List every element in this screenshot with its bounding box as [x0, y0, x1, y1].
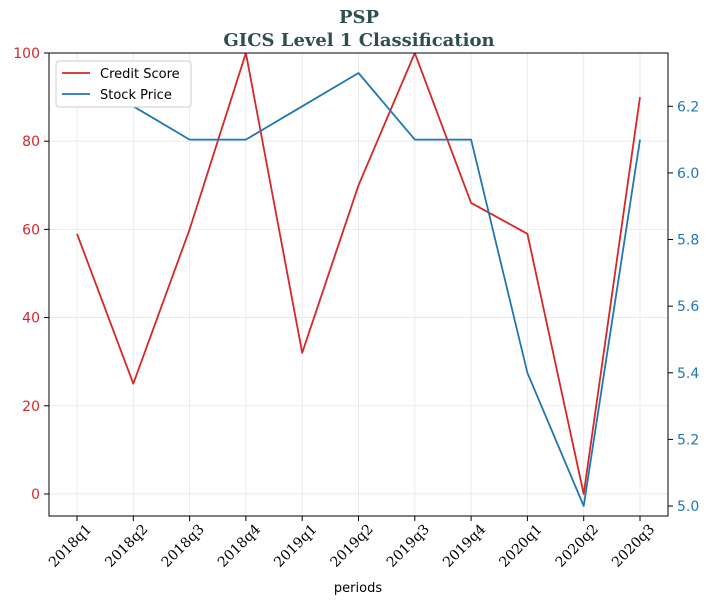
legend-label-credit-score: Credit Score: [100, 67, 180, 82]
chart-title: PSP: [339, 7, 380, 28]
legend: Credit Score Stock Price: [55, 60, 192, 108]
x-tick-label: 2020q2: [553, 522, 602, 571]
x-axis: 2018q1 2018q2 2018q3 2018q4 2019q1 2019q2 2019…: [46, 516, 658, 571]
left-tick-label: 100: [13, 46, 40, 62]
x-tick-label: 2019q3: [384, 522, 433, 571]
series-line-credit-score: [76, 53, 641, 495]
left-tick-label: 0: [31, 487, 40, 503]
x-tick-label: 2019q1: [271, 522, 320, 571]
left-tick-label: 40: [22, 311, 40, 327]
x-tick-label: 2019q2: [327, 522, 376, 571]
right-tick-label: 5.8: [677, 233, 699, 249]
x-tick-label: 2020q3: [609, 522, 658, 571]
right-y-axis: 5.0 5.2 5.4 5.6 5.8 6.0 6.2: [668, 99, 699, 515]
x-tick-label: 2018q2: [102, 522, 151, 571]
left-tick-label: 60: [22, 222, 40, 238]
left-tick-label: 80: [22, 134, 40, 150]
right-tick-label: 5.6: [677, 299, 699, 315]
x-tick-label: 2018q3: [159, 522, 208, 571]
right-tick-label: 5.4: [677, 366, 699, 382]
x-tick-label: 2018q4: [215, 521, 264, 570]
grid: [49, 52, 668, 516]
chart-subtitle: GICS Level 1 Classification: [223, 30, 494, 51]
right-tick-label: 5.0: [677, 499, 699, 515]
x-tick-label: 2018q1: [46, 522, 95, 571]
series-line-stock-price: [132, 72, 641, 507]
x-tick-label: 2019q4: [440, 521, 489, 570]
right-tick-label: 6.2: [677, 99, 699, 115]
right-tick-label: 5.2: [677, 432, 699, 448]
x-axis-label: periods: [334, 581, 382, 596]
x-tick-label: 2020q1: [496, 522, 545, 571]
legend-label-stock-price: Stock Price: [100, 88, 172, 103]
left-tick-label: 20: [22, 399, 40, 415]
left-y-axis: 0 20 40 60 80 100: [13, 46, 49, 503]
right-tick-label: 6.0: [677, 166, 699, 182]
